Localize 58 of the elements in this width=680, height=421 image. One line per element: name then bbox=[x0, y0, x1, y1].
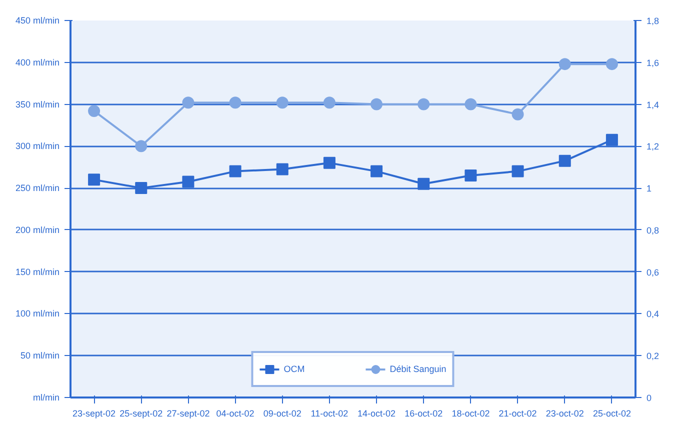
x-tick-label: 16-oct-02 bbox=[404, 408, 443, 418]
y2-tick-label: 0,2 bbox=[646, 351, 660, 362]
y2-tick-label: 1 bbox=[646, 184, 652, 194]
x-tick-label: 25-oct-02 bbox=[592, 408, 631, 418]
y2-tick-label: 1,2 bbox=[646, 142, 660, 152]
point bbox=[606, 58, 618, 70]
point bbox=[370, 165, 383, 178]
point bbox=[323, 156, 336, 169]
point bbox=[323, 96, 336, 109]
y-tick-label: 350 ml/min bbox=[15, 99, 60, 110]
y-tick-label: 450 ml/min bbox=[15, 16, 60, 26]
point bbox=[512, 108, 524, 120]
point bbox=[229, 96, 242, 109]
legend-label: Débit Sanguin bbox=[390, 364, 446, 374]
y2-tick-label: 1,6 bbox=[646, 58, 660, 68]
point bbox=[182, 96, 194, 109]
y-tick-label: ml/min bbox=[33, 392, 60, 402]
y2-tick-label: 1,8 bbox=[646, 16, 660, 26]
x-tick-label: 23-sept-02 bbox=[72, 408, 116, 418]
point bbox=[229, 165, 242, 178]
y2-tick-label: 0,6 bbox=[646, 267, 660, 278]
x-tick-label: 14-oct-02 bbox=[358, 408, 396, 418]
point bbox=[606, 134, 618, 146]
y2-tick-label: 1,4 bbox=[646, 100, 660, 110]
x-tick-label: 25-sept-02 bbox=[120, 408, 163, 418]
x-tick-label: 09-oct-02 bbox=[263, 408, 302, 418]
y-tick-label: 100 ml/min bbox=[15, 308, 60, 319]
x-tick-label: 21-oct-02 bbox=[498, 408, 537, 418]
point bbox=[88, 174, 100, 186]
point bbox=[182, 176, 194, 188]
point bbox=[464, 169, 477, 182]
legend-label: OCM bbox=[284, 364, 305, 374]
y-tick-label: 50 ml/min bbox=[20, 350, 60, 361]
point bbox=[558, 154, 571, 167]
point bbox=[418, 98, 430, 110]
point bbox=[512, 165, 524, 178]
x-tick-label: 18-oct-02 bbox=[452, 408, 490, 418]
y-tick-label: 200 ml/min bbox=[15, 224, 60, 235]
y-tick-label: 300 ml/min bbox=[15, 141, 60, 152]
point bbox=[276, 163, 288, 176]
y-tick-label: 400 ml/min bbox=[15, 57, 60, 68]
x-tick-label: 27-sept-02 bbox=[166, 408, 210, 418]
point bbox=[276, 96, 288, 109]
point bbox=[370, 98, 383, 110]
point bbox=[418, 178, 430, 190]
y-tick-label: 150 ml/min bbox=[15, 266, 60, 277]
point bbox=[88, 104, 100, 117]
x-tick-label: 11-oct-02 bbox=[310, 408, 348, 418]
point bbox=[135, 140, 148, 152]
point bbox=[135, 182, 148, 194]
y2-tick-label: 0 bbox=[646, 393, 652, 403]
y2-tick-label: 0,4 bbox=[646, 309, 660, 320]
point bbox=[558, 58, 571, 70]
y-tick-label: 250 ml/min bbox=[15, 183, 60, 194]
x-tick-label: 04-oct-02 bbox=[216, 408, 254, 418]
x-tick-label: 23-oct-02 bbox=[546, 408, 584, 418]
point bbox=[464, 98, 477, 110]
y2-tick-label: 0,8 bbox=[646, 225, 660, 236]
